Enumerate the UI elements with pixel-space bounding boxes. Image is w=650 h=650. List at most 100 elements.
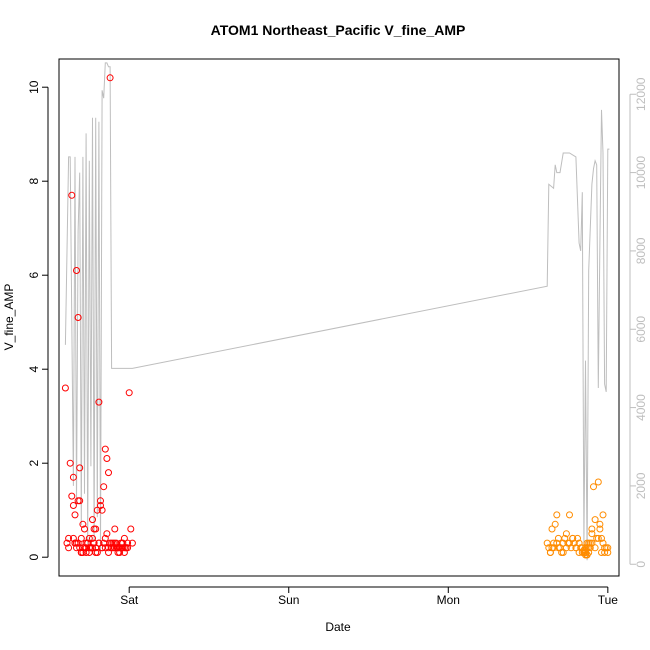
secondary-line-layer bbox=[64, 62, 610, 561]
data-point bbox=[559, 549, 567, 556]
x-tick-label: Sun bbox=[278, 593, 299, 607]
data-point bbox=[89, 516, 96, 524]
data-point bbox=[599, 511, 607, 519]
data-point bbox=[551, 520, 559, 528]
data-point bbox=[65, 544, 73, 552]
data-point bbox=[95, 539, 103, 547]
data-point bbox=[591, 516, 599, 524]
x-tick-label: Sat bbox=[120, 593, 139, 607]
data-point bbox=[69, 473, 77, 481]
data-point bbox=[79, 520, 87, 528]
data-point bbox=[93, 506, 101, 514]
data-point bbox=[588, 525, 596, 533]
data-point bbox=[69, 502, 77, 509]
data-point bbox=[604, 544, 612, 552]
data-point bbox=[81, 525, 88, 533]
data-point bbox=[125, 389, 133, 397]
data-point bbox=[585, 539, 593, 547]
data-point bbox=[553, 539, 561, 547]
data-point bbox=[570, 539, 578, 547]
data-point bbox=[66, 459, 74, 467]
data-point bbox=[561, 534, 569, 542]
data-point bbox=[588, 530, 596, 538]
data-point bbox=[117, 539, 125, 547]
data-point bbox=[548, 525, 556, 533]
data-point bbox=[569, 534, 577, 542]
data-point bbox=[583, 551, 591, 559]
data-point bbox=[599, 539, 607, 547]
data-point bbox=[89, 534, 96, 542]
y2-tick-label: 6000 bbox=[634, 316, 648, 343]
data-point bbox=[111, 544, 119, 552]
data-point bbox=[594, 534, 602, 542]
secondary-series-line bbox=[64, 62, 610, 561]
data-point bbox=[65, 534, 73, 542]
data-point bbox=[69, 534, 77, 542]
points-layer bbox=[61, 74, 612, 559]
y-tick-label: 8 bbox=[27, 178, 41, 185]
data-point bbox=[90, 525, 98, 533]
x-tick-label: Tue bbox=[598, 593, 619, 607]
data-point bbox=[601, 549, 609, 556]
data-point bbox=[74, 314, 82, 321]
y-tick-label: 0 bbox=[27, 554, 41, 561]
data-point bbox=[554, 544, 562, 552]
data-point bbox=[590, 483, 597, 491]
y-axis-label: V_fine_AMP bbox=[2, 284, 16, 351]
data-point bbox=[97, 497, 104, 505]
y-axis-left: 0 2 4 6 8 10 bbox=[27, 80, 49, 561]
data-point bbox=[594, 478, 602, 486]
y2-tick-label: 0 bbox=[634, 561, 648, 568]
data-point bbox=[562, 530, 570, 538]
data-point bbox=[596, 525, 604, 533]
data-point bbox=[546, 549, 554, 556]
data-point bbox=[100, 483, 108, 491]
data-point bbox=[105, 549, 112, 556]
data-point bbox=[553, 511, 561, 519]
data-point bbox=[127, 525, 135, 533]
data-point bbox=[63, 539, 71, 547]
y2-tick-label: 8000 bbox=[634, 237, 648, 264]
data-point bbox=[101, 445, 109, 453]
data-point bbox=[108, 539, 116, 547]
data-point bbox=[103, 455, 111, 462]
plot-frame bbox=[58, 58, 620, 577]
data-point bbox=[103, 530, 111, 538]
data-point bbox=[566, 511, 573, 519]
data-point bbox=[95, 398, 103, 406]
y-tick-label: 2 bbox=[27, 460, 41, 467]
y-tick-label: 10 bbox=[27, 80, 41, 94]
y-tick-label: 6 bbox=[27, 272, 41, 279]
data-point bbox=[596, 520, 604, 528]
data-point bbox=[562, 544, 570, 552]
y2-tick-label: 10000 bbox=[634, 156, 648, 190]
chart-title: ATOM1 Northeast_Pacific V_fine_AMP bbox=[211, 22, 466, 38]
data-point bbox=[92, 549, 100, 556]
data-point bbox=[74, 539, 82, 547]
data-point bbox=[550, 539, 558, 547]
data-point bbox=[604, 549, 612, 556]
data-point bbox=[106, 74, 114, 82]
data-point bbox=[82, 539, 90, 547]
data-point bbox=[111, 525, 119, 533]
data-point bbox=[120, 534, 128, 542]
data-point bbox=[82, 549, 90, 556]
data-point bbox=[128, 539, 136, 547]
data-point bbox=[68, 191, 76, 199]
data-point bbox=[79, 549, 87, 556]
data-point bbox=[77, 534, 85, 542]
data-point bbox=[74, 497, 82, 505]
data-point bbox=[120, 544, 128, 552]
data-point bbox=[101, 544, 109, 552]
data-point bbox=[71, 539, 79, 547]
x-axis-label: Date bbox=[325, 620, 351, 634]
data-point bbox=[120, 549, 128, 556]
data-point bbox=[61, 384, 69, 392]
data-point bbox=[76, 544, 84, 552]
data-point bbox=[98, 506, 106, 514]
y-tick-label: 4 bbox=[27, 366, 41, 373]
data-point bbox=[85, 544, 93, 552]
data-point bbox=[588, 539, 596, 547]
y2-tick-label: 2000 bbox=[634, 472, 648, 499]
